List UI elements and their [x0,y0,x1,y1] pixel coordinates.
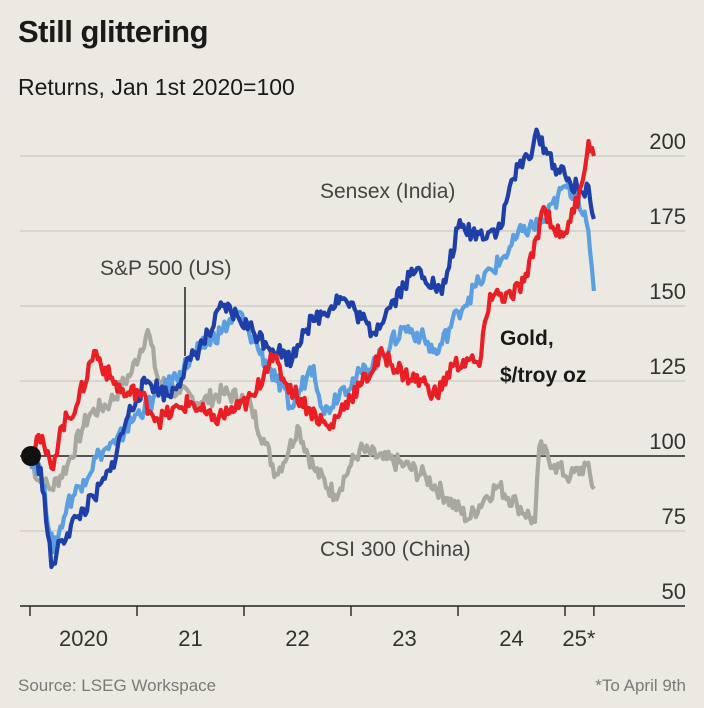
label-gold-2: $/troy oz [500,364,586,387]
y-tick-label: 175 [649,204,686,229]
chart-title: Still glittering [18,14,209,49]
y-tick-label: 125 [649,354,686,379]
label-csi300: CSI 300 (China) [320,538,471,561]
annotations: Sensex (India) S&P 500 (US) Gold, $/troy… [100,180,586,561]
x-axis: 2020 21 22 23 24 25* [29,606,596,651]
start-point-marker [21,446,41,466]
y-tick-label: 100 [649,429,686,454]
series-lines [27,127,596,570]
chart-subtitle: Returns, Jan 1st 2020=100 [18,74,295,100]
x-tick-label: 21 [178,626,202,651]
series-line-gold-troy-oz [28,138,596,472]
x-tick-label: 23 [392,626,416,651]
footnote: *To April 9th [595,676,686,695]
y-tick-label: 200 [649,129,686,154]
x-tick-label: 24 [499,626,523,651]
x-tick-label: 22 [285,626,309,651]
y-tick-label: 50 [662,579,686,604]
label-sp500: S&P 500 (US) [100,257,232,280]
series-line-csi-300-china [28,327,596,526]
y-tick-label: 75 [662,504,686,529]
series-line-s-p-500-us [27,178,596,555]
y-tick-label: 150 [649,279,686,304]
y-axis-labels: 50 75 100 125 150 175 200 [649,129,686,604]
series-line-sensex-india [28,127,596,570]
source-note: Source: LSEG Workspace [18,676,217,695]
x-tick-label: 25* [562,626,595,651]
label-sensex: Sensex (India) [320,180,455,203]
x-tick-label: 2020 [59,626,108,651]
label-gold-1: Gold, [500,327,554,350]
